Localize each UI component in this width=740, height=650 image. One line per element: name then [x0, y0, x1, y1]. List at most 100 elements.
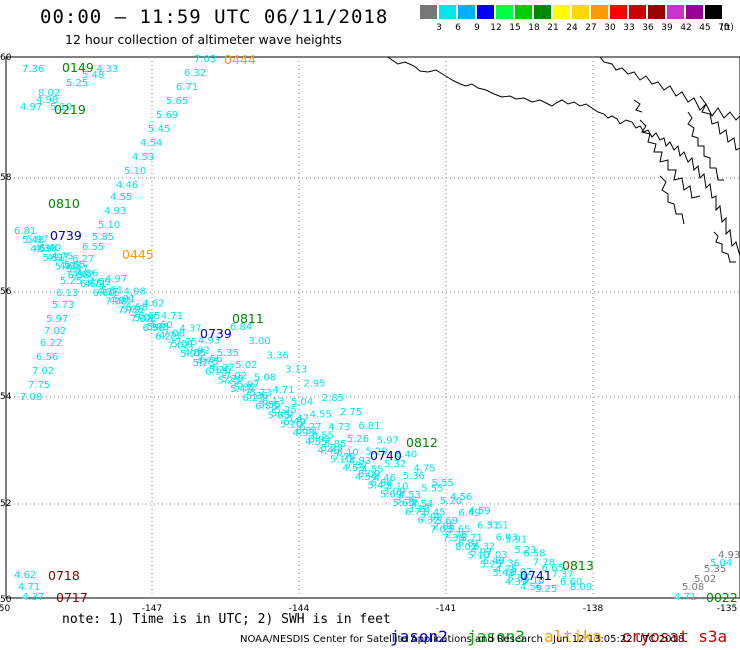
scale-label: 18	[528, 23, 540, 33]
swh-value: 4.54	[411, 499, 433, 510]
swh-value: 6.32	[184, 68, 206, 79]
swh-value: 5.73	[52, 300, 74, 311]
scale-label: 9	[474, 23, 480, 33]
swh-value: 7.03	[485, 550, 507, 561]
scale-label: 12	[490, 23, 502, 33]
swh-value: 5.20	[440, 496, 462, 507]
swh-value: 6.58	[68, 270, 90, 281]
swh-value: 5.69	[156, 110, 178, 121]
coastline	[633, 99, 643, 113]
swh-value: 7.78	[533, 557, 555, 568]
swh-value: 5.65	[448, 524, 470, 535]
swh-value: 4.62	[142, 299, 164, 310]
swh-value: 3.00	[383, 487, 405, 498]
longitude-tick-label: -150	[0, 604, 10, 614]
swh-value: 5.91	[113, 294, 135, 305]
swh-value: 5.25	[218, 375, 240, 386]
swh-value: 4.53	[343, 463, 365, 474]
longitude-tick-label: -138	[583, 604, 604, 614]
swh-value: 6.22	[40, 338, 62, 349]
pass-time-label: 0445	[122, 247, 154, 262]
swh-value: 2.95	[420, 513, 442, 524]
swh-value: 4.37	[179, 323, 201, 334]
swh-value: 7.03	[194, 54, 216, 65]
swh-value: 7.08	[105, 297, 127, 308]
pass-time-label: 0444	[224, 52, 256, 67]
swh-value: 6.93	[308, 435, 330, 446]
swh-value: 5.69	[436, 516, 458, 527]
swh-value: 4.71	[161, 311, 183, 322]
swh-value: 5.08	[254, 373, 276, 384]
swh-value: 5.25	[535, 584, 557, 595]
pass-time-label: 0741	[520, 568, 552, 583]
coastline	[639, 119, 701, 199]
swh-value: 6.32	[473, 541, 495, 552]
swh-value: 5.55	[508, 573, 530, 584]
swh-value: 3.13	[285, 365, 307, 376]
swh-value: 6.40	[39, 243, 61, 254]
scale-label: 45	[699, 23, 711, 33]
swh-value: 4.54	[355, 472, 377, 483]
swh-value: 6.22	[212, 362, 234, 373]
scale-swatch	[591, 5, 608, 19]
swh-value: 5.10	[280, 419, 302, 430]
swh-value: 3.13	[408, 504, 430, 515]
swh-value: 6.84	[371, 478, 393, 489]
swh-value: 4.37	[97, 287, 119, 298]
swh-value: 5.10	[124, 166, 146, 177]
chart-title: 00:00 – 11:59 UTC 06/11/2018	[40, 6, 389, 28]
swh-value: 5.10	[337, 448, 359, 459]
pass-time-label: 0740	[370, 448, 402, 463]
swh-value: 4.71	[674, 592, 696, 603]
coastline	[387, 56, 621, 125]
swh-value: 6.56	[36, 352, 58, 363]
swh-value: 5.97	[180, 349, 202, 360]
swh-value: 6.65	[542, 563, 564, 574]
scale-label: 21	[547, 23, 559, 33]
swh-value: 8.02	[38, 88, 60, 99]
swh-value: 7.02	[44, 326, 66, 337]
swh-value: 5.35	[704, 564, 726, 575]
swh-value: 5.25	[60, 276, 82, 287]
latitude-tick-label: 60	[0, 53, 12, 63]
swh-value: 2.95	[303, 379, 325, 390]
swh-value: 5.26	[347, 434, 369, 445]
swh-value: 4.55	[110, 192, 132, 203]
swh-value: 6.58	[523, 549, 545, 560]
swh-value: 5.47	[230, 384, 252, 395]
swh-value: 4.55	[305, 437, 327, 448]
scale-swatch	[458, 5, 475, 19]
swh-value: 4.56	[450, 492, 472, 503]
scale-unit: (ft)	[720, 23, 734, 33]
swh-value: 4.53	[132, 152, 154, 163]
swh-value: 7.75	[118, 305, 140, 316]
swh-value: 5.97	[26, 235, 48, 246]
swh-value: 4.75	[495, 565, 517, 576]
scale-label: 33	[623, 23, 635, 33]
longitude-tick-label: -144	[289, 604, 310, 614]
swh-value: 7.02	[168, 340, 190, 351]
legend-altika: altika	[544, 627, 602, 646]
swh-value: 4.59	[30, 244, 52, 255]
swh-value: 4.98	[124, 286, 146, 297]
swh-value: 5.10	[50, 102, 72, 113]
swh-value: 6.71	[461, 533, 483, 544]
swh-value: 4.71	[18, 582, 40, 593]
swh-value: 6.58	[126, 303, 148, 314]
scale-swatch	[648, 5, 665, 19]
swh-value: 5.51	[101, 286, 123, 297]
pass-time-label: 0810	[48, 196, 80, 211]
swh-value: 5.85	[324, 439, 346, 450]
scale-swatch	[534, 5, 551, 19]
swh-value: 5.04	[291, 397, 313, 408]
swh-value: 6.13	[262, 396, 284, 407]
swh-value: 4.93	[293, 428, 315, 439]
latitude-tick-label: 50	[0, 595, 12, 605]
swh-value: 5.55	[259, 400, 281, 411]
swh-value: 3.36	[267, 350, 289, 361]
swh-value: 4.62	[14, 570, 36, 581]
swh-value: 5.10	[98, 220, 120, 231]
latitude-tick-label: 56	[0, 287, 12, 297]
swh-value: 7.37	[346, 461, 368, 472]
swh-value: 2.85	[322, 393, 344, 404]
